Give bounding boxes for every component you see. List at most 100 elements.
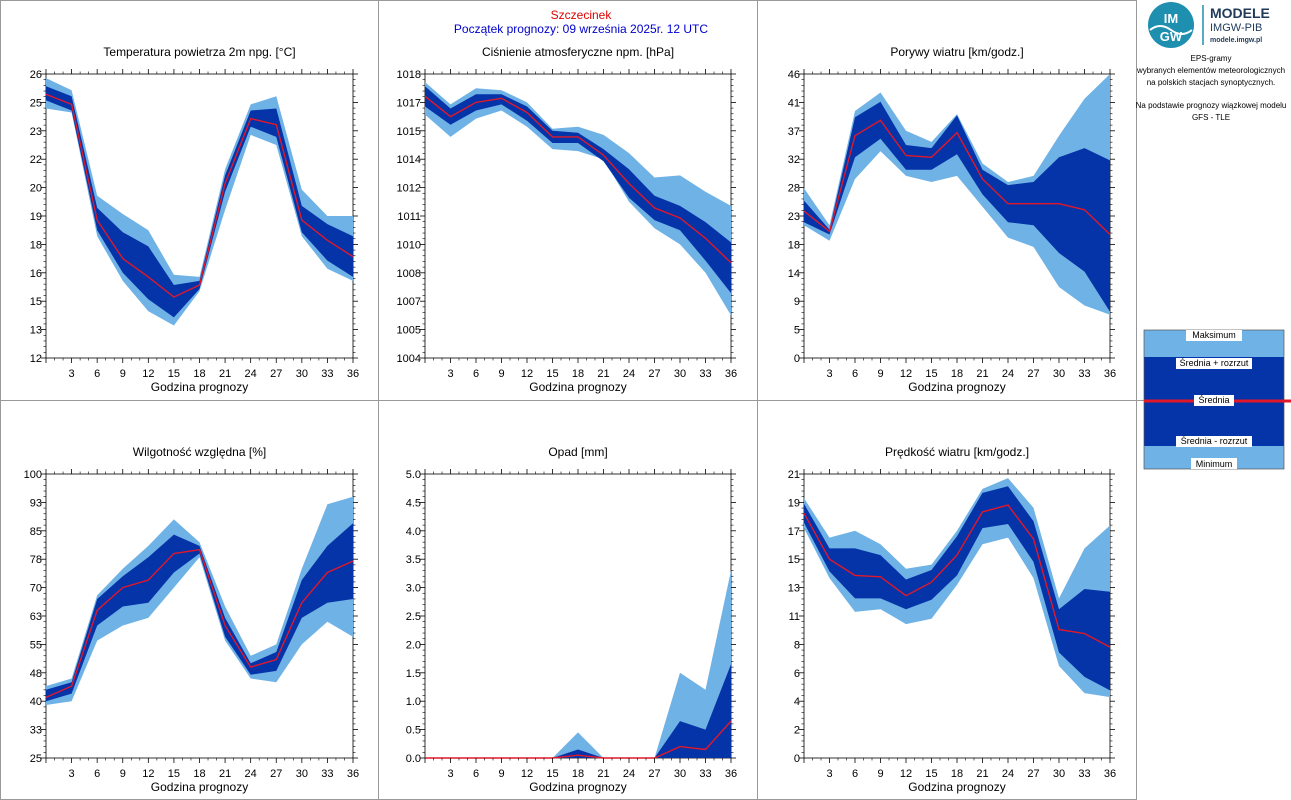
legend-outer-bottom (1144, 446, 1284, 469)
y-tick-label: 23 (788, 211, 800, 223)
legend-label-box-mean-plus (1176, 358, 1252, 369)
y-tick-label: 0.5 (406, 725, 421, 737)
x-tick-label: 3 (447, 368, 453, 380)
x-tick-label: 18 (193, 768, 205, 780)
legend-label-mean: Średnia (1198, 394, 1229, 405)
side-info: EPS-gramy wybranych elementów meteorolog… (1136, 54, 1287, 122)
x-tick-label: 3 (69, 768, 75, 780)
x-axis-title: Godzina prognozy (151, 780, 248, 794)
y-tick-label: 63 (30, 611, 42, 623)
chart-panel-6: Prędkość wiatru [km/godz.]02468111315171… (788, 445, 1116, 794)
legend-label-box-mean (1194, 395, 1234, 406)
x-tick-label: 24 (623, 768, 635, 780)
y-tick-label: 8 (794, 639, 800, 651)
logo-badge (1148, 2, 1194, 48)
side-info-line2: wybranych elementów meteorologicznych (1136, 66, 1285, 75)
x-tick-label: 24 (245, 768, 257, 780)
x-tick-label: 21 (219, 768, 231, 780)
x-tick-label: 12 (521, 768, 533, 780)
y-tick-label: 25 (30, 97, 42, 109)
logo-title: MODELE (1210, 5, 1270, 21)
x-tick-label: 27 (648, 368, 660, 380)
x-tick-label: 18 (572, 368, 584, 380)
x-tick-label: 18 (193, 368, 205, 380)
x-tick-label: 33 (321, 368, 333, 380)
y-tick-label: 4.5 (406, 497, 421, 509)
y-tick-label: 12 (30, 353, 42, 365)
x-tick-label: 30 (296, 368, 308, 380)
band-spread (425, 86, 731, 294)
x-tick-label: 27 (648, 768, 660, 780)
x-tick-label: 33 (699, 768, 711, 780)
x-tick-label: 6 (852, 768, 858, 780)
x-axis-title: Godzina prognozy (151, 380, 248, 394)
side-info-line3: na polskich stacjach synoptycznych. (1147, 78, 1276, 87)
x-axis-title: Godzina prognozy (908, 780, 1005, 794)
y-tick-label: 11 (789, 611, 800, 623)
y-tick-label: 22 (30, 154, 42, 166)
x-tick-label: 27 (270, 768, 282, 780)
x-tick-label: 9 (498, 768, 504, 780)
y-tick-label: 21 (788, 469, 800, 481)
station-name: Szczecinek (551, 8, 613, 22)
x-tick-label: 18 (951, 368, 963, 380)
x-tick-label: 21 (597, 768, 609, 780)
x-tick-label: 3 (69, 368, 75, 380)
legend-label-max: Maksimum (1192, 330, 1236, 340)
y-tick-label: 3.5 (406, 554, 421, 566)
mean-line (803, 119, 1111, 236)
legend-label-box-max (1186, 330, 1242, 341)
side-info-line4: Na podstawie prognozy wiązkowej modelu (1136, 101, 1287, 110)
legend-label-min: Minimum (1196, 459, 1233, 469)
y-tick-label: 0.0 (406, 753, 421, 765)
x-tick-label: 24 (245, 368, 257, 380)
chart-title: Wilgotność względna [%] (133, 445, 266, 459)
y-tick-label: 78 (30, 554, 42, 566)
y-tick-label: 93 (30, 497, 42, 509)
x-tick-label: 9 (120, 768, 126, 780)
chart-title: Prędkość wiatru [km/godz.] (885, 445, 1029, 459)
x-axis-title: Godzina prognozy (908, 380, 1005, 394)
x-tick-label: 24 (1002, 768, 1014, 780)
chart-title: Porywy wiatru [km/godz.] (890, 45, 1023, 59)
x-tick-label: 3 (826, 368, 832, 380)
x-axis-title: Godzina prognozy (529, 380, 626, 394)
y-tick-label: 1017 (397, 97, 421, 109)
mean-line (45, 548, 354, 699)
y-tick-label: 1.0 (406, 696, 421, 708)
x-tick-label: 12 (900, 768, 912, 780)
chart-title: Temperatura powietrza 2m npg. [°C] (103, 45, 295, 59)
mean-line (45, 93, 354, 298)
x-tick-label: 30 (674, 768, 686, 780)
y-tick-label: 16 (30, 268, 42, 280)
imgw-logo: IM GW MODELE IMGW-PIB modele.imgw.pl (1148, 2, 1270, 48)
y-tick-label: 0 (794, 753, 800, 765)
forecast-start: Początek prognozy: 09 września 2025r. 12… (454, 22, 708, 36)
band-spread (804, 101, 1110, 312)
x-tick-label: 33 (1078, 368, 1090, 380)
x-tick-label: 36 (725, 768, 737, 780)
y-tick-label: 17 (788, 526, 800, 538)
x-tick-label: 15 (168, 768, 180, 780)
logo-badge-top: IM (1164, 11, 1178, 26)
x-tick-label: 6 (94, 368, 100, 380)
y-tick-label: 6 (794, 668, 800, 680)
x-tick-label: 15 (925, 368, 937, 380)
y-tick-label: 19 (30, 211, 42, 223)
x-tick-label: 33 (699, 368, 711, 380)
y-tick-label: 18 (30, 239, 42, 251)
y-tick-label: 2 (794, 725, 800, 737)
x-tick-label: 30 (296, 768, 308, 780)
y-tick-label: 15 (30, 296, 42, 308)
x-tick-label: 12 (900, 368, 912, 380)
y-tick-label: 1012 (397, 183, 421, 195)
x-tick-label: 27 (1027, 368, 1039, 380)
x-tick-label: 15 (546, 768, 558, 780)
y-tick-label: 85 (30, 526, 42, 538)
y-tick-label: 18 (788, 239, 800, 251)
x-tick-label: 3 (826, 768, 832, 780)
x-tick-label: 6 (473, 768, 479, 780)
y-tick-label: 55 (30, 639, 42, 651)
x-tick-label: 15 (168, 368, 180, 380)
